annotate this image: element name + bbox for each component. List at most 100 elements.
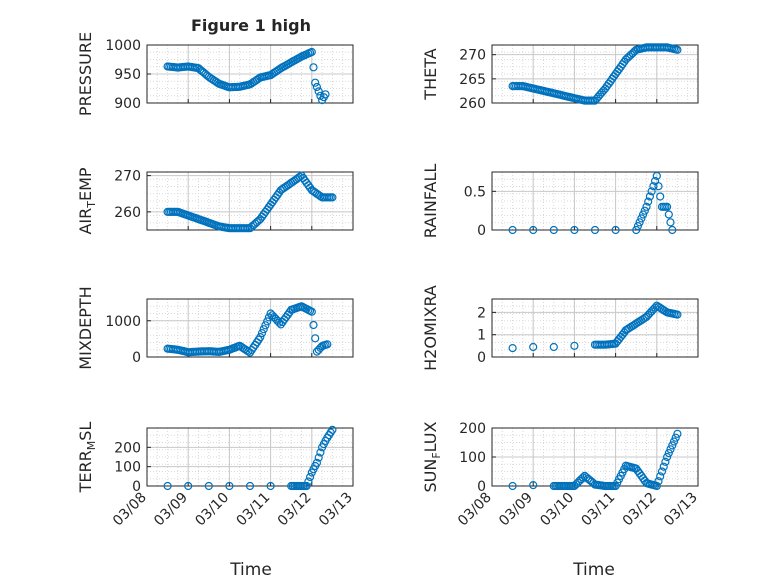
data-point <box>662 202 672 211</box>
data-point <box>642 202 651 211</box>
data-point <box>671 433 680 442</box>
data-point <box>508 344 517 353</box>
x-tick-label: 03/13 <box>316 490 356 530</box>
x-tick-label: 03/11 <box>234 490 274 530</box>
figure-title: Figure 1 high <box>191 16 311 35</box>
y-tick-label: 2 <box>477 305 486 321</box>
data-point <box>649 182 658 191</box>
y-axis-label: RAINFALL <box>421 164 440 239</box>
data-point <box>669 437 679 446</box>
data-point <box>314 453 323 462</box>
data-point <box>323 340 332 349</box>
data-point <box>570 225 579 235</box>
y-tick-label: 100 <box>114 460 141 476</box>
data-point <box>309 320 318 330</box>
data-point <box>638 210 648 219</box>
x-axis-label-left: Time <box>229 560 272 580</box>
x-tick-label: 03/12 <box>620 490 660 530</box>
y-tick-label: 900 <box>114 96 141 112</box>
y-tick-label: 0 <box>477 223 486 239</box>
data-point <box>257 329 267 338</box>
data-point <box>321 90 330 99</box>
data-point <box>314 87 323 96</box>
data-point <box>652 481 661 491</box>
series-markers <box>163 425 337 491</box>
data-point <box>311 334 320 343</box>
data-point <box>647 187 656 196</box>
y-tick-label: 1000 <box>105 38 141 54</box>
y-tick-label: 1000 <box>105 314 141 330</box>
data-point <box>632 225 641 235</box>
y-axis-label: AIRTEMP <box>76 167 98 234</box>
data-point <box>225 481 234 491</box>
series-markers <box>508 43 682 105</box>
y-tick-label: 1 <box>477 328 486 344</box>
series-markers <box>163 171 337 233</box>
x-tick-label: 03/08 <box>455 490 495 530</box>
data-point <box>163 481 172 491</box>
data-point <box>508 481 517 491</box>
data-point <box>645 192 655 201</box>
data-point <box>307 47 316 57</box>
subplot-sun-flux: 0 100 200 03/08 03/09 03/10 03/11 03/12 03/13 SUN… <box>421 421 701 529</box>
y-tick-label: 0 <box>132 479 141 495</box>
series-markers <box>508 171 677 235</box>
data-point <box>263 317 272 326</box>
y-axis-label: THETA <box>421 48 440 100</box>
data-point <box>654 182 663 191</box>
subplot-terr-msl: 0 100 200 03/08 03/09 03/10 03/11 03/12 03/13 TER… <box>76 422 356 530</box>
x-axis-label-right: Time <box>572 560 615 580</box>
x-tick-label: 03/09 <box>151 490 191 530</box>
data-point <box>666 218 675 227</box>
data-point <box>302 481 311 491</box>
y-axis-label: SUNFLUX <box>421 421 443 492</box>
data-point <box>637 214 646 223</box>
data-point <box>304 477 313 486</box>
axes-box <box>491 298 699 358</box>
y-tick-label: 0 <box>477 350 486 366</box>
data-point <box>668 225 677 235</box>
data-point <box>657 467 667 476</box>
data-point <box>656 472 665 481</box>
data-point <box>654 477 663 486</box>
y-tick-label: 0 <box>132 350 141 366</box>
data-point <box>549 342 558 352</box>
y-axis-label: MIXDEPTH <box>76 286 95 369</box>
data-point <box>259 325 268 334</box>
data-point <box>309 63 318 72</box>
data-point <box>578 473 588 482</box>
data-point <box>640 206 649 215</box>
data-point <box>311 78 320 87</box>
data-point <box>529 481 538 490</box>
subplot-h2omixra: 0 1 2 H2OMIXRA <box>421 285 699 371</box>
data-point <box>668 441 677 450</box>
x-tick-label: 03/08 <box>110 490 150 530</box>
y-tick-label: 260 <box>114 205 141 221</box>
y-tick-label: 0 <box>477 479 486 495</box>
data-point <box>328 193 337 202</box>
data-point <box>529 225 538 235</box>
data-point <box>611 225 620 235</box>
data-point <box>673 429 682 438</box>
data-point <box>529 342 538 352</box>
data-point <box>662 452 672 462</box>
y-tick-label: 0.5 <box>464 184 486 200</box>
axes-box <box>491 44 699 104</box>
subplot-air-temp: 260 270 AIRTEMP <box>76 167 354 235</box>
data-point <box>656 192 665 201</box>
x-tick-label: 03/12 <box>275 490 315 530</box>
series-markers <box>508 429 682 491</box>
data-point <box>508 225 517 235</box>
data-point <box>256 333 265 342</box>
data-point <box>549 225 558 235</box>
y-tick-label: 270 <box>459 48 486 64</box>
data-point <box>635 218 644 227</box>
series-markers <box>508 301 682 353</box>
data-point <box>666 445 675 454</box>
data-point <box>673 310 682 319</box>
y-axis-label: H2OMIXRA <box>421 285 440 371</box>
data-point <box>664 210 673 219</box>
data-point <box>570 341 579 350</box>
y-tick-label: 200 <box>114 440 141 456</box>
